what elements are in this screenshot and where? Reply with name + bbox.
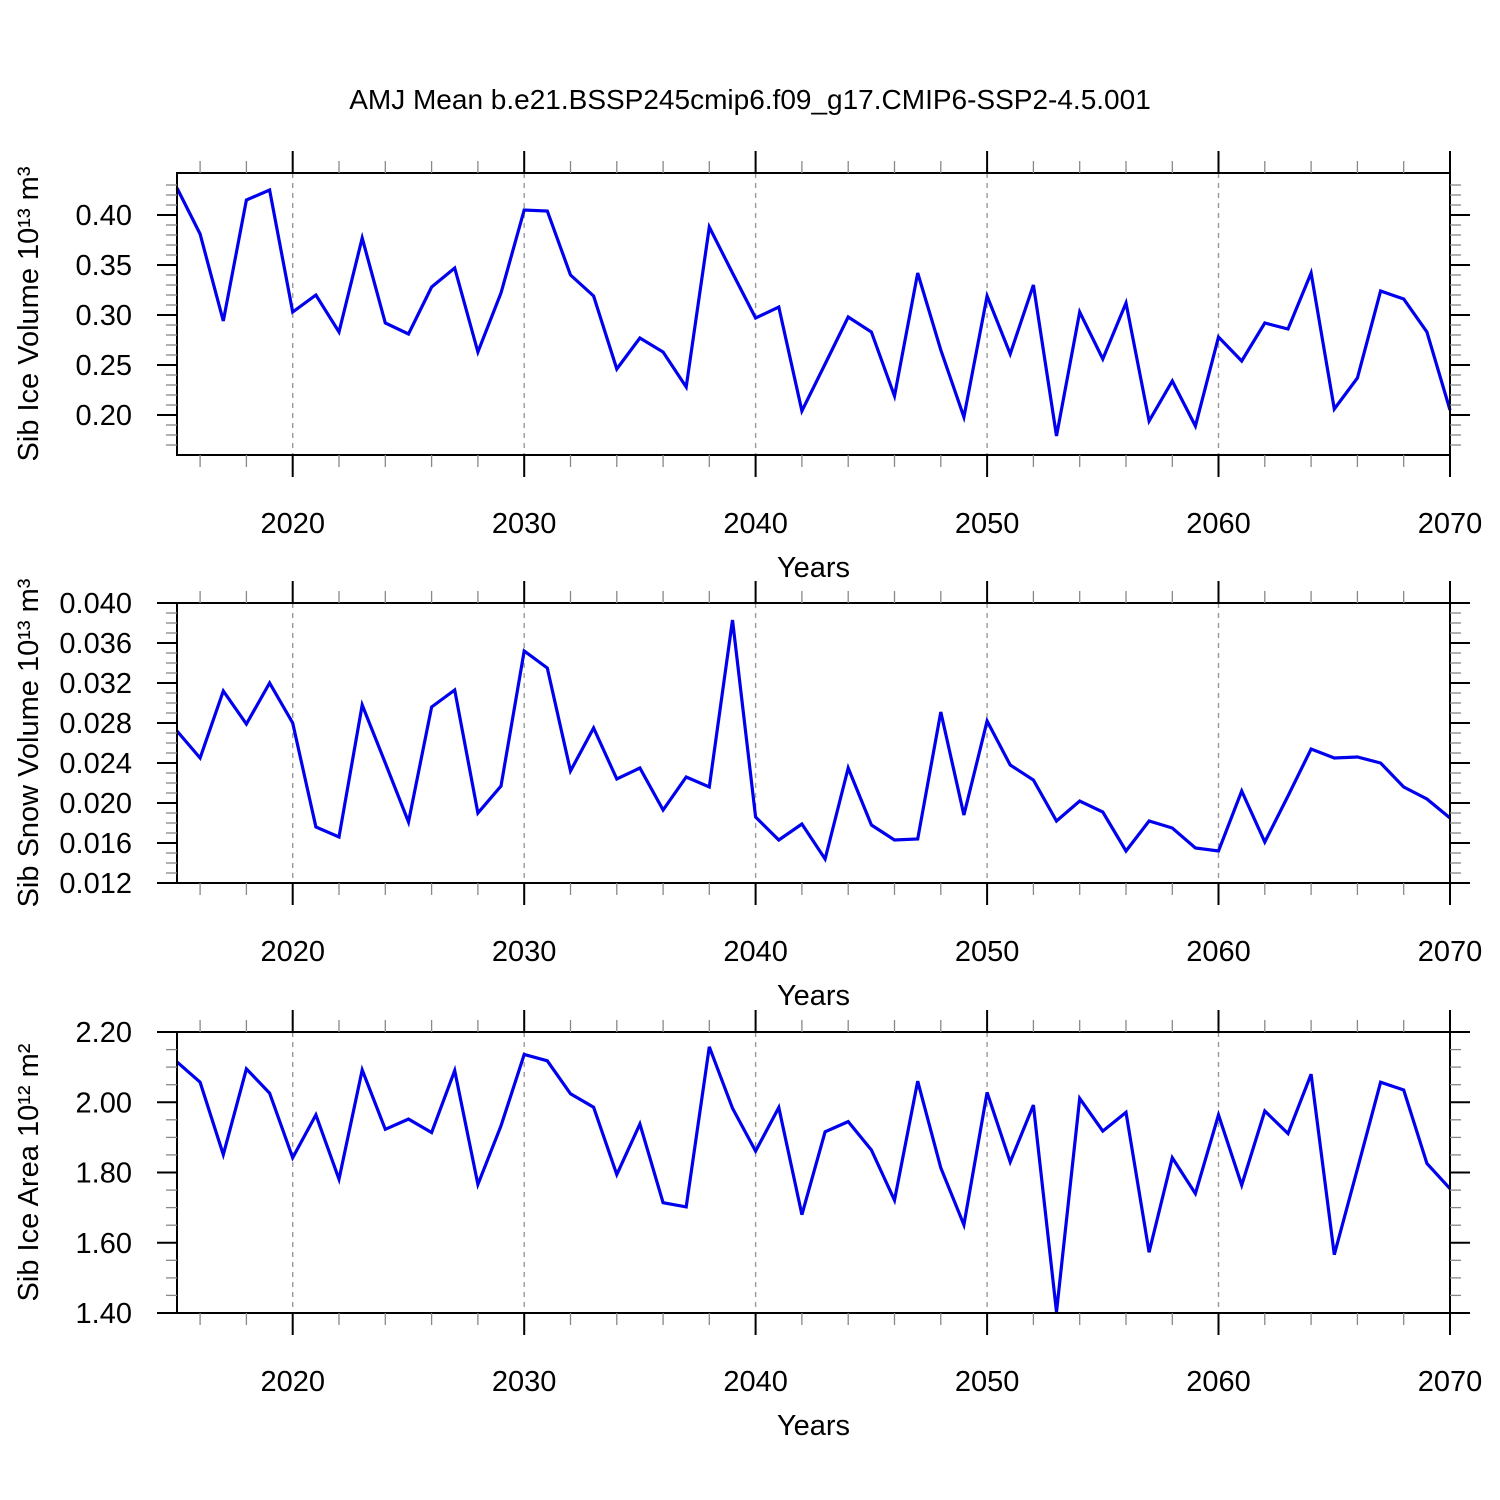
x-tick-label: 2060 bbox=[1186, 508, 1251, 540]
y-tick-label: 0.30 bbox=[76, 300, 132, 332]
x-axis-title: Years bbox=[777, 980, 850, 1012]
y-tick-label: 0.012 bbox=[59, 868, 132, 900]
data-line bbox=[175, 187, 1452, 437]
sib-snow-volume-chart: 2020 2030 2040 2050 2060 2070 0.012 0.016 0.020 0… bbox=[13, 578, 1482, 1012]
y-tick-label: 1.40 bbox=[76, 1298, 132, 1330]
x-tick-label: 2030 bbox=[492, 508, 557, 540]
sib-ice-volume-chart: 2020 2030 2040 2050 2060 2070 0.20 0.25 0.30 0.35… bbox=[13, 151, 1482, 584]
x-tick-label: 2050 bbox=[955, 936, 1020, 968]
x-tick-label: 2020 bbox=[260, 1366, 325, 1398]
data-line bbox=[175, 619, 1452, 863]
y-tick-label: 0.20 bbox=[76, 400, 132, 432]
x-axis-title: Years bbox=[777, 1410, 850, 1442]
y-tick-label: 1.80 bbox=[76, 1158, 132, 1190]
y-tick-label: 0.020 bbox=[59, 788, 132, 820]
x-tick-label: 2040 bbox=[723, 508, 788, 540]
y-tick-label: 0.040 bbox=[59, 588, 132, 620]
x-axis-title: Years bbox=[777, 552, 850, 584]
y-tick-label: 2.20 bbox=[76, 1017, 132, 1049]
x-tick-label: 2040 bbox=[723, 936, 788, 968]
y-tick-label: 0.036 bbox=[59, 628, 132, 660]
y-tick-label: 0.024 bbox=[59, 748, 132, 780]
x-tick-label: 2040 bbox=[723, 1366, 788, 1398]
y-tick-label: 0.016 bbox=[59, 828, 132, 860]
y-tick-label: 0.40 bbox=[76, 200, 132, 232]
y-tick-label: 2.00 bbox=[76, 1087, 132, 1119]
sib-ice-area-chart: 2020 2030 2040 2050 2060 2070 1.40 1.60 1.80 2.00… bbox=[13, 1010, 1482, 1442]
y-tick-label: 0.25 bbox=[76, 350, 132, 382]
y-tick-label: 0.35 bbox=[76, 250, 132, 282]
x-tick-label: 2070 bbox=[1418, 508, 1483, 540]
y-axis-title: Sib Snow Volume 10¹³ m³ bbox=[13, 578, 45, 907]
y-axis-title: Sib Ice Volume 10¹³ m³ bbox=[13, 166, 45, 461]
y-tick-label: 0.028 bbox=[59, 708, 132, 740]
y-axis-title: Sib Ice Area 10¹² m² bbox=[13, 1043, 45, 1301]
x-tick-label: 2050 bbox=[955, 1366, 1020, 1398]
figure-title: AMJ Mean b.e21.BSSP245cmip6.f09_g17.CMIP… bbox=[349, 84, 1151, 115]
x-tick-label: 2020 bbox=[260, 508, 325, 540]
x-tick-label: 2070 bbox=[1418, 936, 1483, 968]
y-tick-label: 0.032 bbox=[59, 668, 132, 700]
x-tick-label: 2020 bbox=[260, 936, 325, 968]
data-line bbox=[175, 1046, 1452, 1313]
x-tick-label: 2060 bbox=[1186, 1366, 1251, 1398]
x-tick-label: 2050 bbox=[955, 508, 1020, 540]
x-tick-label: 2030 bbox=[492, 936, 557, 968]
plot-frame bbox=[176, 172, 1451, 456]
x-tick-label: 2060 bbox=[1186, 936, 1251, 968]
x-tick-label: 2070 bbox=[1418, 1366, 1483, 1398]
y-tick-label: 1.60 bbox=[76, 1228, 132, 1260]
x-tick-label: 2030 bbox=[492, 1366, 557, 1398]
